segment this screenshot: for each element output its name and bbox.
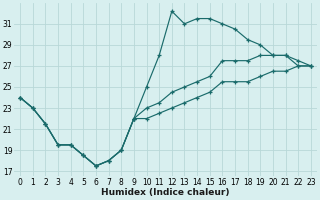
X-axis label: Humidex (Indice chaleur): Humidex (Indice chaleur) [101,188,230,197]
